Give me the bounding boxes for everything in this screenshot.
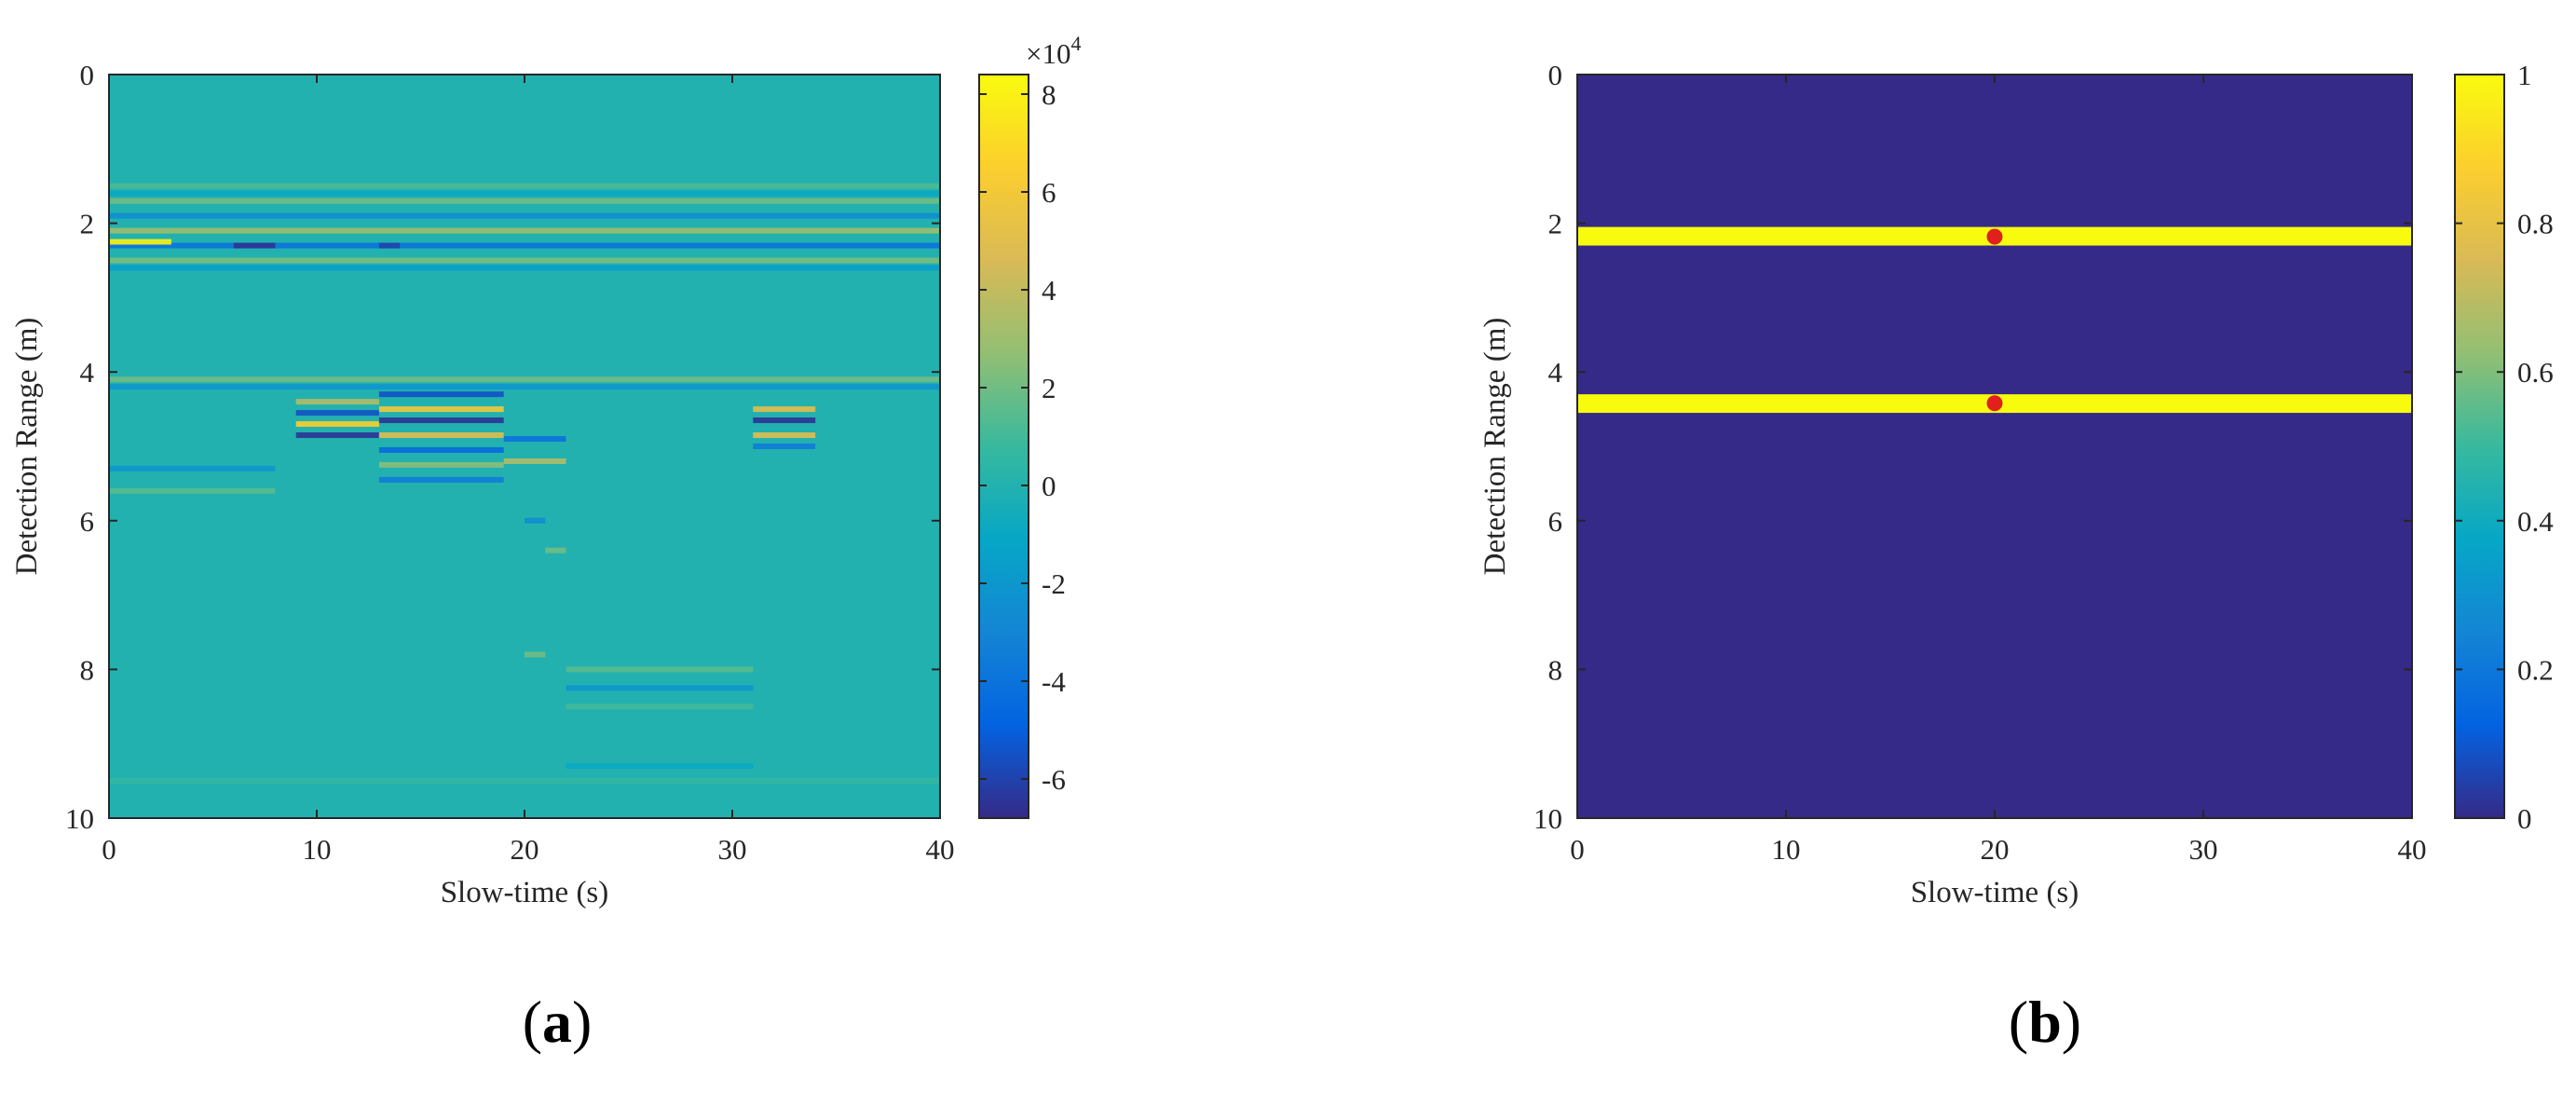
heatmap-stripe [109, 183, 940, 189]
heatmap-stripe [566, 704, 754, 710]
colorbar-multiplier: ×104 [1026, 32, 1081, 70]
heatmap-stripe [109, 198, 940, 204]
heatmap-stripe [378, 417, 504, 424]
panel-letter: b [2028, 989, 2062, 1055]
colorbar-tick-label: 4 [1042, 274, 1056, 307]
heatmap-stripe [378, 446, 504, 453]
x-tick-label: 40 [2398, 833, 2427, 866]
x-axis-label: Slow-time (s) [1911, 876, 2079, 909]
colorbar-tick-label: 0.6 [2517, 356, 2554, 389]
y-tick-label: 4 [1548, 356, 1563, 389]
heatmap-stripe [378, 432, 504, 439]
x-tick-label: 30 [2189, 833, 2218, 866]
heatmap-stripe [378, 242, 401, 249]
colorbar-tick-label: 1 [2517, 59, 2532, 91]
heatmap-stripe [233, 242, 276, 249]
heatmap-stripe [295, 399, 379, 405]
heatmap-stripe [503, 458, 566, 464]
y-tick-label: 8 [1548, 653, 1563, 686]
y-tick-label: 0 [80, 59, 95, 91]
x-tick-label: 20 [1981, 833, 2010, 866]
heatmap-stripe [378, 391, 504, 398]
heatmap-stripe [109, 242, 940, 249]
panel-label: (b) [2009, 989, 2081, 1055]
heatmap-stripe [109, 227, 940, 234]
y-tick-label: 4 [80, 356, 95, 389]
heatmap-background [1577, 75, 2412, 818]
x-axis-label: Slow-time (s) [441, 876, 609, 909]
colorbar-tick-label: -2 [1042, 567, 1066, 600]
x-tick-label: 0 [1570, 833, 1585, 866]
heatmap-stripe [109, 384, 940, 390]
heatmap-stripe [753, 406, 816, 413]
detection-point [1986, 228, 2003, 245]
y-tick-label: 10 [1533, 802, 1562, 835]
heatmap-stripe [109, 257, 940, 264]
colorbar-tick-label: 0 [1042, 470, 1056, 502]
heatmap-stripe [753, 444, 816, 449]
y-tick-label: 0 [1548, 59, 1563, 91]
heatmap-stripe [109, 487, 276, 494]
heatmap-stripe [566, 685, 754, 691]
heatmap-stripe [503, 436, 566, 443]
heatmap-stripe [545, 547, 566, 553]
y-tick-label: 2 [1548, 208, 1563, 240]
heatmap-stripe [295, 432, 379, 439]
x-tick-label: 0 [102, 833, 116, 866]
colorbar-tick-label: -4 [1042, 665, 1066, 698]
y-tick-label: 2 [80, 208, 95, 240]
heatmap-stripe [566, 666, 754, 673]
y-axis-label: Detection Range (m) [1479, 318, 1512, 576]
heatmap-stripe [378, 406, 504, 413]
colorbar-tick-label: 0.2 [2517, 653, 2554, 686]
heatmap-stripe [378, 476, 504, 483]
colorbar-tick-label: 0.4 [2517, 505, 2554, 538]
heatmap-stripe [109, 212, 940, 219]
x-tick-label: 10 [1772, 833, 1801, 866]
detection-point [1986, 395, 2003, 412]
colorbar [978, 74, 1029, 819]
colorbar-tick-label: 8 [1042, 78, 1056, 111]
heatmap-stripe [109, 465, 276, 471]
heatmap-stripe [109, 265, 940, 271]
heatmap-stripe [753, 432, 816, 439]
heatmap-stripe [378, 461, 504, 468]
x-tick-label: 40 [926, 833, 955, 866]
y-tick-label: 10 [65, 802, 94, 835]
heatmap-stripe [109, 190, 940, 197]
panel-letter: a [542, 989, 572, 1055]
panel-label: (a) [523, 989, 593, 1055]
heatmap-stripe [295, 421, 379, 428]
colorbar-tick-label: -6 [1042, 763, 1066, 796]
colorbar-tick-label: 0.8 [2517, 208, 2554, 240]
colorbar-exponent: 4 [1070, 32, 1081, 55]
y-axis-label: Detection Range (m) [10, 318, 44, 576]
x-tick-label: 20 [511, 833, 539, 866]
y-tick-label: 6 [1548, 505, 1563, 538]
heatmap-stripe [109, 239, 171, 245]
colorbar-tick-label: 0 [2517, 802, 2532, 835]
colorbar-tick-label: 6 [1042, 176, 1056, 209]
heatmap-stripe [109, 376, 940, 383]
y-tick-label: 6 [80, 505, 95, 538]
heatmap-stripe [753, 417, 816, 424]
heatmap-stripe [109, 778, 940, 785]
heatmap-stripe [525, 651, 546, 658]
colorbar [2454, 74, 2505, 819]
heatmap-stripe [295, 410, 379, 417]
x-tick-label: 10 [303, 833, 332, 866]
heatmap-stripe [566, 763, 754, 770]
x-tick-label: 30 [718, 833, 747, 866]
y-tick-label: 8 [80, 653, 95, 686]
heatmap-stripe [525, 517, 546, 524]
colorbar-tick-label: 2 [1042, 372, 1056, 404]
